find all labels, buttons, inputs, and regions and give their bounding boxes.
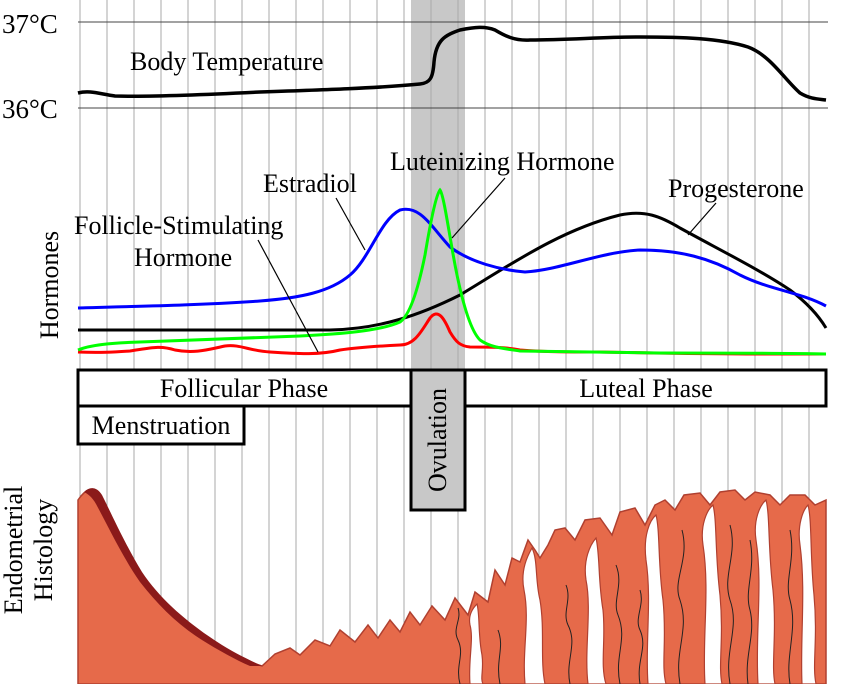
progesterone-curve [78,211,828,332]
endometrial-glands [468,498,817,684]
fsh-leader [257,239,319,353]
luteal-phase-box [463,368,828,408]
progesterone-label: Progesterone [668,174,804,203]
lh-label: Luteinizing Hormone [390,147,615,176]
temp-37-label: 37°C [2,9,58,39]
follicular-phase-label: Follicular Phase [160,374,328,403]
menstrual-shedding-layer [84,488,262,666]
progesterone-leader [687,202,717,236]
body-temperature-label: Body Temperature [130,47,323,76]
lh-leader [451,177,506,239]
menstruation-box [76,404,246,446]
estradiol-label: Estradiol [263,169,357,198]
ovulation-label: Ovulation [423,388,452,492]
estradiol-curve [77,207,827,310]
fsh-label-line1: Follicle-Stimulating [74,211,283,240]
body-temperature-curve [77,25,827,102]
luteal-phase-label: Luteal Phase [579,374,713,403]
histology-axis-label-line1: Endometrial [0,486,28,615]
lh-curve [77,187,827,356]
ovulation-box [409,368,467,512]
histology-axis-label-line2: Histology [29,499,58,602]
fsh-label-line2: Hormone [134,243,232,272]
menstruation-label: Menstruation [92,411,231,440]
temp-36-label: 36°C [2,94,58,124]
hormones-axis-label: Hormones [35,231,64,339]
spiral-arteries [455,524,794,684]
estradiol-leader [335,197,366,251]
